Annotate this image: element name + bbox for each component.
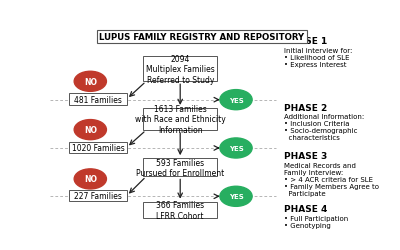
Text: 2094
Multiplex Families
Referred to Study: 2094 Multiplex Families Referred to Stud… bbox=[146, 54, 214, 84]
FancyBboxPatch shape bbox=[69, 94, 127, 105]
Text: 227 Families: 227 Families bbox=[74, 192, 122, 200]
Circle shape bbox=[74, 72, 106, 92]
FancyBboxPatch shape bbox=[143, 158, 218, 177]
FancyBboxPatch shape bbox=[69, 142, 127, 154]
Text: Initial interview for:
• Likelihood of SLE
• Express Interest: Initial interview for: • Likelihood of S… bbox=[284, 47, 352, 67]
Text: PHASE 3: PHASE 3 bbox=[284, 151, 327, 160]
Circle shape bbox=[220, 90, 252, 110]
FancyBboxPatch shape bbox=[143, 202, 218, 218]
Text: PHASE 2: PHASE 2 bbox=[284, 103, 327, 112]
Text: PHASE 4: PHASE 4 bbox=[284, 204, 328, 213]
Text: 481 Families: 481 Families bbox=[74, 95, 122, 104]
Text: Additional Information:
• Inclusion Criteria
• Socio-demographic
  characteristi: Additional Information: • Inclusion Crit… bbox=[284, 114, 364, 141]
Text: 1613 Families
with Race and Ethnicity
Information: 1613 Families with Race and Ethnicity In… bbox=[135, 105, 226, 134]
Circle shape bbox=[74, 120, 106, 140]
Circle shape bbox=[220, 138, 252, 158]
Text: 366 Families
LFRR Cohort: 366 Families LFRR Cohort bbox=[156, 200, 204, 220]
Text: • Full Participation
• Genotyping: • Full Participation • Genotyping bbox=[284, 215, 348, 228]
FancyBboxPatch shape bbox=[143, 57, 218, 82]
Text: YES: YES bbox=[229, 146, 243, 152]
Circle shape bbox=[220, 186, 252, 206]
FancyBboxPatch shape bbox=[143, 108, 218, 130]
Text: LUPUS FAMILY REGISTRY AND REPOSITORY: LUPUS FAMILY REGISTRY AND REPOSITORY bbox=[99, 33, 304, 42]
Text: NO: NO bbox=[84, 175, 97, 184]
Text: 593 Families
Pursued for Enrollment: 593 Families Pursued for Enrollment bbox=[136, 158, 224, 177]
Text: NO: NO bbox=[84, 78, 97, 86]
FancyBboxPatch shape bbox=[69, 190, 127, 202]
Text: YES: YES bbox=[229, 194, 243, 200]
Text: 1020 Families: 1020 Families bbox=[72, 143, 124, 152]
Text: PHASE 1: PHASE 1 bbox=[284, 37, 327, 46]
Text: NO: NO bbox=[84, 126, 97, 134]
Text: Medical Records and
Family Interview:
• > 4 ACR criteria for SLE
• Family Member: Medical Records and Family Interview: • … bbox=[284, 162, 379, 196]
Circle shape bbox=[74, 169, 106, 189]
Text: YES: YES bbox=[229, 97, 243, 103]
